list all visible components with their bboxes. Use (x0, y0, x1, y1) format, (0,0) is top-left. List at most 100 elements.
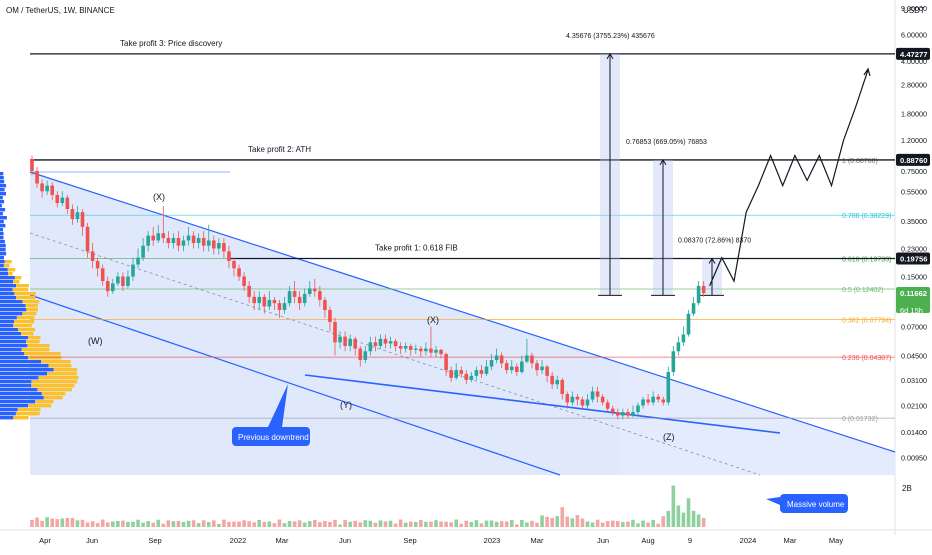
volume-bar (267, 521, 272, 527)
vpvr-down-bar (47, 372, 77, 376)
volume-bar (55, 519, 60, 527)
vpvr-up-bar (0, 308, 27, 312)
volume-bar (600, 522, 605, 527)
candle-body (590, 391, 595, 400)
candle-body (191, 235, 196, 244)
vpvr-down-bar (17, 408, 41, 412)
vpvr-up-bar (0, 300, 23, 304)
volume-bar (489, 520, 494, 527)
candle-body (479, 370, 484, 374)
candle-body (338, 336, 342, 343)
price-axis: 9.00000 6.00000 4.00000 2.80000 1.80000 1.200… (901, 4, 927, 462)
candle-body (696, 285, 701, 304)
vpvr-up-bar (0, 416, 14, 420)
candle-body (555, 379, 559, 385)
measure-label: 4.35676 (3755.23%) 435676 (566, 33, 655, 40)
wave-annotations: (X) (W) (Y) (X) (Z) (88, 192, 675, 442)
vpvr-down-bar (22, 312, 37, 316)
take-profit-label: Take profit 3: Price discovery (120, 39, 222, 48)
price-tick-label: 0.03100 (901, 376, 927, 385)
volume-bar (646, 522, 650, 527)
measure-label: 0.08370 (72.86%) 8370 (678, 237, 751, 244)
candle-body (328, 310, 332, 322)
vpvr-up-bar (0, 212, 3, 216)
price-tick-label: 0.01400 (901, 428, 927, 437)
candle-body (287, 291, 292, 304)
candle-body (378, 338, 383, 347)
vpvr-up-bar (0, 196, 3, 200)
volume-bar (484, 520, 489, 527)
vpvr-up-bar (0, 372, 47, 376)
volume-bar (358, 522, 363, 527)
vpvr-up-bar (0, 216, 7, 220)
volume-bar (444, 521, 448, 527)
vpvr-down-bar (13, 416, 29, 420)
candle-body (35, 170, 39, 184)
descending-channel (29, 171, 896, 476)
volume-bar (545, 516, 549, 527)
volume-bar (35, 517, 39, 527)
candle-body (641, 399, 645, 406)
channel-upper-line (29, 171, 896, 453)
candle-body (464, 373, 469, 380)
vpvr-up-bar (0, 404, 28, 408)
volume-bar (388, 520, 393, 527)
vpvr-up-bar (0, 316, 17, 320)
volume-bar (555, 516, 559, 527)
candle-body (121, 276, 125, 286)
vpvr-up-bar (0, 268, 8, 272)
volume-bar (232, 521, 236, 527)
vpvr-down-bar (13, 280, 20, 284)
vpvr-down-bar (31, 384, 75, 388)
candle-body (111, 283, 115, 292)
time-tick-label: 2024 (740, 536, 757, 545)
vpvr-down-bar (24, 352, 61, 356)
vpvr-up-bar (0, 176, 4, 180)
vpvr-up-bar (0, 292, 15, 296)
symbol-title[interactable]: OM / TetherUS, 1W, BINANCE (6, 6, 115, 15)
volume-bar (237, 521, 241, 527)
time-tick-label: May (829, 536, 843, 545)
vpvr-down-bar (15, 412, 40, 416)
volume-bar (191, 520, 196, 527)
vpvr-up-bar (0, 368, 54, 372)
vpvr-down-bar (25, 304, 38, 308)
vpvr-up-bar (0, 228, 3, 232)
volume-bar (419, 519, 423, 527)
vpvr-down-bar (27, 344, 50, 348)
volume-bar (474, 520, 479, 527)
candle-body (151, 235, 155, 241)
time-tick-label: Mar (531, 536, 544, 545)
vpvr-up-bar (0, 336, 29, 340)
candle-body (55, 194, 60, 204)
candle-body (686, 313, 691, 335)
candle-body (252, 296, 256, 304)
candle-body (530, 355, 534, 364)
volume-bar (353, 520, 357, 527)
vpvr-up-bar (0, 388, 38, 392)
candle-body (313, 288, 317, 292)
volume-bar (449, 522, 453, 527)
candle-body (267, 299, 272, 307)
candle-body (449, 370, 453, 378)
callouts: Previous downtrend Massive volume (232, 384, 848, 513)
volume-bar (282, 523, 287, 527)
vpvr-down-bar (4, 260, 12, 264)
candle-body (242, 276, 246, 286)
volume-bar (146, 521, 150, 527)
candle-body (550, 375, 554, 385)
candle-body (565, 394, 570, 403)
candle-body (272, 299, 277, 304)
candle-body (393, 341, 398, 347)
vpvr-down-bar (18, 328, 36, 332)
vpvr-up-bar (0, 236, 4, 240)
callout-text-previous-downtrend: Previous downtrend (238, 433, 309, 442)
candle-body (469, 375, 474, 380)
volume-bar (398, 519, 403, 527)
candle-body (262, 296, 267, 307)
volume-bar (575, 515, 580, 527)
volume-bar (247, 521, 251, 527)
vpvr-up-bar (0, 232, 4, 236)
time-tick-label: 2022 (230, 536, 247, 545)
